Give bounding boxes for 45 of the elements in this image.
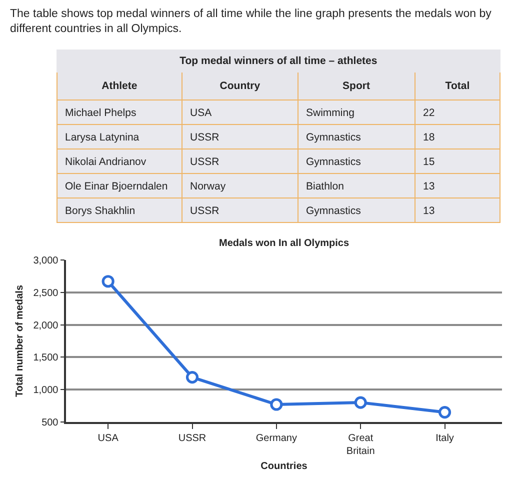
text: 18 <box>423 131 435 144</box>
x-tick-label: USSR <box>178 432 206 444</box>
text: 13 <box>423 180 435 192</box>
x-axis-title: Countries <box>260 460 308 472</box>
text: Biathlon <box>306 180 344 192</box>
text: Gymnastics <box>306 156 361 168</box>
text: Larysa Latynina <box>65 131 140 144</box>
x-tick-label: USA <box>98 432 119 444</box>
y-tick-label: 2,500 <box>33 288 59 299</box>
text: Michael Phelps <box>65 106 136 119</box>
point <box>438 406 452 419</box>
text: USSR <box>190 204 220 217</box>
y-tick-label: 1,000 <box>33 385 59 396</box>
text: USSR <box>190 156 220 168</box>
text: The table shows top medal winners of all time while the line graph presents the medals won by different countries in all Olympics. <box>10 8 492 35</box>
text: Swimming <box>306 106 354 119</box>
y-tick-label: 500 <box>42 418 59 428</box>
category-label: Country <box>220 80 260 92</box>
y-axis-title: Total number of medals <box>14 284 26 398</box>
point <box>354 396 367 409</box>
y-tick-label: 2,000 <box>33 320 59 332</box>
text: Ole Einar Bjoerndalen <box>65 180 168 192</box>
text: Borys Shakhlin <box>65 204 136 217</box>
text: Gymnastics <box>306 131 361 144</box>
text: USSR <box>190 131 220 144</box>
point <box>186 370 199 384</box>
text: 22 <box>423 106 435 119</box>
point <box>102 275 114 288</box>
x-tick-label: Great Britain <box>346 432 375 457</box>
y-tick-label: 1,500 <box>33 352 59 364</box>
text: Gymnastics <box>306 204 361 217</box>
text: Nikolai Andrianov <box>65 156 146 168</box>
point <box>270 398 283 411</box>
x-tick-label: Italy <box>436 432 454 444</box>
chart-title: Medals won In all Olympics <box>219 238 350 249</box>
category-label: Athlete <box>102 80 138 92</box>
y-tick-label: 3,000 <box>33 256 59 266</box>
text: Norway <box>190 180 226 192</box>
category-label: Sport <box>342 80 370 92</box>
category-label: Total <box>445 80 470 92</box>
x-tick-label: Germany <box>256 432 297 444</box>
text: USA <box>190 106 212 119</box>
text: 13 <box>423 204 435 217</box>
text: Top medal winners of all time – athletes <box>180 55 378 67</box>
text: 15 <box>423 156 435 168</box>
